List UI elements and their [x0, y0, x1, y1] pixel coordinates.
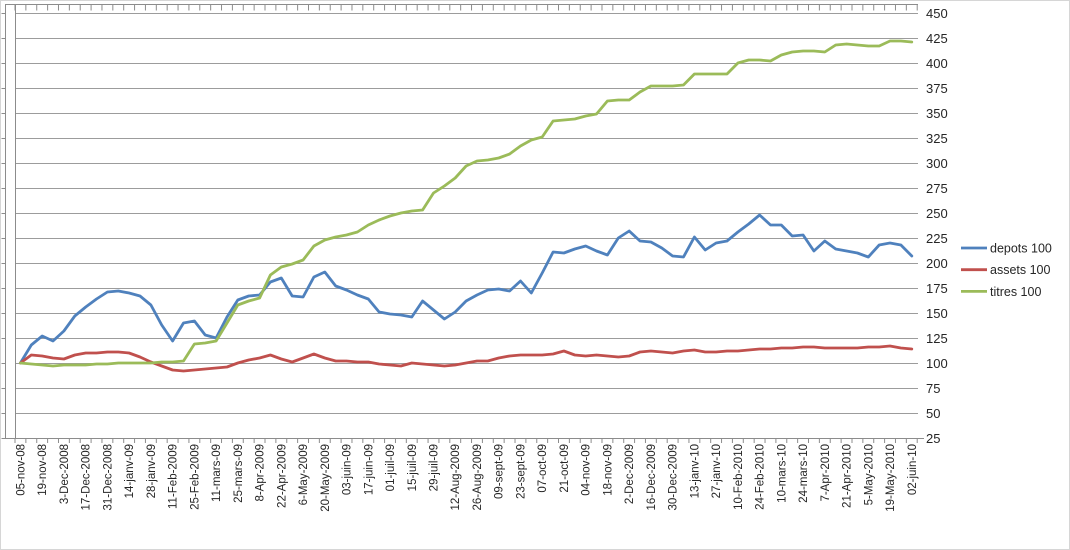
- x-axis-tick-label: 24-mars-10: [798, 444, 810, 503]
- x-axis-tick-label: 31-Dec-2008: [102, 444, 114, 510]
- series-line-assets-100[interactable]: [18, 344, 914, 373]
- y-axis-tick-label: 400: [926, 56, 948, 71]
- x-axis-tick-label: 29-juil-09: [428, 444, 440, 491]
- y-axis-tick-label: 300: [926, 156, 948, 171]
- y-axis-tick-label: 150: [926, 306, 948, 321]
- legend-label[interactable]: titres 100: [990, 285, 1041, 299]
- x-axis-tick-label: 25-mars-09: [233, 444, 245, 503]
- x-axis-tick-label: 21-oct-09: [559, 444, 571, 493]
- x-axis-tick-label: 12-Aug-2009: [450, 444, 462, 511]
- x-axis-tick-label: 6-May-2009: [298, 444, 310, 505]
- x-axis-tick-label: 17-Dec-2008: [81, 444, 93, 510]
- x-axis-tick-label: 11-mars-09: [211, 444, 223, 502]
- y-axis-tick-label: 375: [926, 81, 948, 96]
- legend-label[interactable]: depots 100: [990, 242, 1052, 256]
- x-axis-tick-label: 24-Feb-2010: [755, 444, 767, 510]
- y-axis-tick-label: 275: [926, 181, 948, 196]
- y-axis-tick-label: 175: [926, 281, 948, 296]
- x-axis-tick-label: 16-Dec-2009: [646, 444, 658, 510]
- y-axis-tick-label: 100: [926, 356, 948, 371]
- x-axis-tick-label: 18-nov-09: [602, 444, 614, 496]
- x-axis-tick-label: 11-Feb-2009: [168, 444, 180, 509]
- y-axis-tick-label: 450: [926, 6, 948, 21]
- x-axis-tick-label: 04-nov-09: [581, 444, 593, 496]
- x-axis-tick-label: 28-janv-09: [146, 444, 158, 498]
- y-axis-tick-label: 425: [926, 31, 948, 46]
- x-axis-tick-label: 21-Apr-2010: [842, 444, 854, 508]
- x-axis-tick-label: 17-juin-09: [363, 444, 375, 495]
- y-axis-tick-label: 200: [926, 256, 948, 271]
- y-axis-tick-label: 75: [926, 381, 940, 396]
- x-axis-tick-label: 5-May-2010: [863, 444, 875, 505]
- x-axis-tick-label: 14-janv-09: [124, 444, 136, 498]
- x-axis-tick-label: 27-janv-10: [711, 444, 723, 498]
- y-axis-tick-label: 125: [926, 331, 948, 346]
- x-axis-tick-label: 26-Aug-2009: [472, 444, 484, 511]
- x-axis-tick-label: 22-Apr-2009: [276, 444, 288, 508]
- x-axis-tick-label: 23-sept-09: [515, 444, 527, 499]
- x-axis-tick-label: 09-sept-09: [494, 444, 506, 499]
- x-axis-tick-label: 3-Dec-2008: [59, 444, 71, 504]
- x-axis-tick-label: 02-juin-10: [907, 444, 919, 495]
- x-axis-tick-label: 20-May-2009: [320, 444, 332, 512]
- x-axis-tick-label: 30-Dec-2009: [668, 444, 680, 510]
- x-axis-tick-label: 07-oct-09: [537, 444, 549, 493]
- x-axis-tick-label: 01-juil-09: [385, 444, 397, 491]
- x-axis-tick-label: 8-Apr-2009: [255, 444, 267, 502]
- x-axis-tick-label: 19-nov-08: [37, 444, 49, 496]
- x-axis-tick-label: 13-janv-10: [689, 444, 701, 498]
- legend-label[interactable]: assets 100: [990, 263, 1051, 277]
- x-axis-tick-label: 7-Apr-2010: [820, 444, 832, 502]
- x-axis-tick-label: 05-nov-08: [15, 444, 27, 496]
- x-axis-tick-label: 25-Feb-2009: [189, 444, 201, 510]
- x-axis-tick-label: 10-mars-10: [776, 444, 788, 503]
- x-axis-tick-label: 2-Dec-2009: [624, 444, 636, 504]
- y-axis-tick-label: 25: [926, 431, 940, 446]
- series-line-titres-100[interactable]: [18, 39, 914, 368]
- y-axis-tick-label: 50: [926, 406, 940, 421]
- y-axis-tick-label: 350: [926, 106, 948, 121]
- x-axis-tick-label: 15-juil-09: [407, 444, 419, 491]
- series-line-depots-100[interactable]: [18, 213, 914, 365]
- y-axis-tick-label: 325: [926, 131, 948, 146]
- x-axis-tick-label: 10-Feb-2010: [733, 444, 745, 510]
- x-axis-tick-label: 03-juin-09: [342, 444, 354, 495]
- y-axis-tick-label: 250: [926, 206, 948, 221]
- x-axis-tick-label: 19-May-2010: [885, 444, 897, 512]
- y-axis-tick-label: 225: [926, 231, 948, 246]
